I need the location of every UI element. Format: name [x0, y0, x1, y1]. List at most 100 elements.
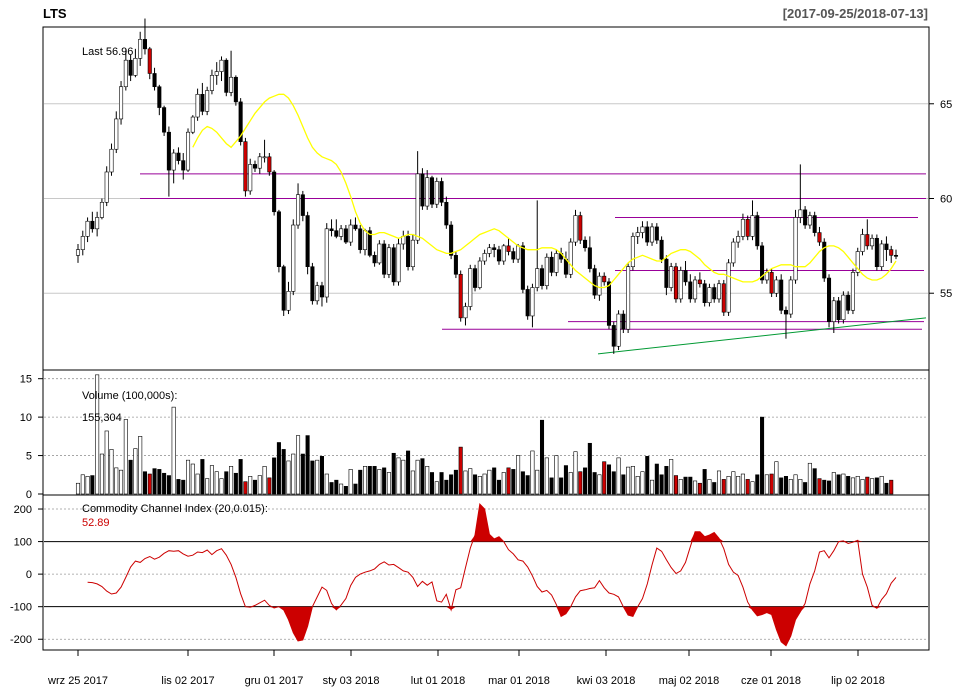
candle	[123, 48, 128, 91]
volume-bar	[343, 486, 348, 495]
candle	[95, 211, 100, 237]
candle-body	[626, 266, 631, 330]
volume-bar	[243, 481, 248, 495]
volume-bar	[391, 452, 396, 495]
candle-body	[238, 101, 243, 142]
volume-bar	[425, 466, 430, 495]
volume-y-tick-label: 0	[26, 489, 32, 501]
candle-body	[243, 141, 248, 192]
volume-bar	[286, 460, 291, 495]
candle	[611, 321, 616, 354]
candle	[343, 225, 348, 244]
candle	[712, 283, 717, 303]
candle	[248, 158, 253, 195]
candle	[85, 217, 90, 243]
candle-body	[817, 232, 822, 243]
price-last-label: Last 56.96	[82, 46, 133, 58]
volume-bar	[697, 482, 702, 495]
volume-bar	[568, 472, 573, 495]
candle-body	[874, 237, 879, 268]
candle-body	[520, 245, 525, 290]
candle-body	[468, 268, 473, 307]
candle	[884, 236, 889, 262]
candle-body	[516, 245, 521, 260]
candle	[702, 279, 707, 307]
candle-body	[252, 164, 258, 169]
volume-bar	[262, 466, 267, 495]
candle-body	[305, 215, 310, 268]
volume-bar	[702, 469, 707, 495]
volume-bar	[650, 479, 655, 495]
candle-body	[506, 245, 511, 252]
volume-bar	[195, 473, 200, 495]
volume-bar	[171, 406, 176, 495]
price-y-axis: 55 60 65	[929, 99, 952, 300]
candle-body	[846, 294, 851, 311]
candle-body	[554, 253, 559, 273]
candle	[539, 264, 545, 290]
volume-bar	[157, 469, 162, 495]
volume-bar	[659, 474, 664, 495]
candle-body	[434, 181, 439, 205]
candle-body	[85, 220, 90, 237]
volume-bar	[219, 478, 224, 495]
volume-bar	[587, 442, 592, 495]
candle-body	[879, 243, 884, 267]
volume-bar	[439, 472, 444, 495]
volume-bar	[798, 479, 803, 495]
volume-bar	[616, 457, 621, 495]
volume-bar	[673, 475, 678, 495]
candle	[224, 58, 229, 97]
volume-bar	[606, 464, 612, 495]
candle-body	[195, 94, 200, 118]
candle	[104, 166, 109, 207]
x-axis-tick-label: maj 02 2018	[659, 675, 720, 687]
candle	[473, 264, 478, 292]
candle-body	[410, 239, 415, 268]
candle	[386, 243, 391, 279]
volume-bar	[664, 466, 669, 495]
candle	[630, 232, 635, 271]
volume-bar	[372, 466, 377, 495]
candle	[281, 264, 286, 316]
volume-bar	[367, 466, 372, 495]
candle	[429, 175, 435, 208]
volume-bar	[482, 473, 487, 495]
volume-bar	[563, 465, 568, 495]
candle-body	[473, 268, 478, 288]
candle	[200, 82, 205, 116]
candle	[774, 276, 779, 298]
candle	[779, 274, 784, 315]
candle-body	[334, 230, 339, 237]
volume-bar	[329, 482, 334, 495]
candle	[181, 153, 186, 180]
volume-bar	[501, 472, 506, 495]
candle	[310, 262, 315, 305]
candle-body	[281, 266, 286, 311]
volume-bar	[640, 471, 645, 495]
x-axis-tick-label: lut 01 2018	[411, 675, 465, 687]
volume-bar	[205, 478, 210, 495]
candle	[846, 291, 851, 315]
candle-body	[75, 249, 81, 256]
volume-bar	[611, 471, 616, 495]
candle-body	[592, 268, 597, 296]
candle	[186, 128, 191, 172]
volume-bar	[386, 472, 391, 495]
candle-body	[798, 209, 803, 218]
candle-body	[630, 236, 635, 267]
volume-bar	[496, 479, 501, 495]
candle-body	[209, 75, 214, 91]
candle	[496, 245, 501, 265]
volume-bar	[525, 475, 530, 495]
candle-body	[458, 273, 463, 319]
candle-body	[678, 270, 683, 300]
volume-bar	[630, 466, 635, 495]
candle-body	[205, 90, 210, 112]
candle	[812, 211, 817, 237]
cci-y-tick-label: -100	[10, 602, 32, 614]
volume-bar	[688, 476, 693, 495]
candle	[893, 249, 899, 260]
volume-bar	[281, 449, 286, 495]
candle	[530, 283, 535, 328]
